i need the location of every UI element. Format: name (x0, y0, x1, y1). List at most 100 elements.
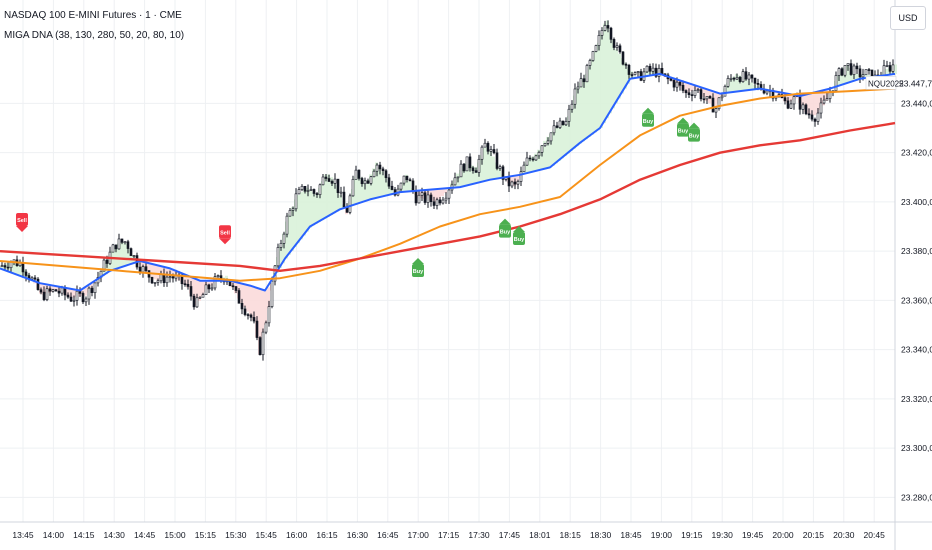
candle (123, 241, 127, 245)
candle (381, 166, 385, 176)
currency-button[interactable]: USD (890, 6, 926, 30)
candle-body (321, 176, 325, 186)
candle (582, 74, 586, 88)
candle-body (693, 90, 697, 96)
candle-body (423, 192, 427, 203)
candle (510, 180, 514, 189)
cloud-segment (576, 87, 579, 147)
cloud-segment (357, 174, 360, 204)
candle (279, 239, 283, 251)
candle (864, 69, 868, 76)
candle (852, 63, 856, 79)
candle-body (255, 320, 259, 338)
candle-body (738, 77, 742, 82)
candle-body (633, 72, 637, 75)
cloud-segment (246, 284, 249, 312)
cloud-segment (120, 242, 123, 268)
candle-body (537, 152, 541, 157)
candle-body (39, 289, 43, 293)
cloud-segment (66, 287, 69, 296)
candle (513, 178, 517, 190)
candle (369, 175, 373, 186)
candle (804, 103, 808, 116)
candle (744, 67, 748, 81)
candle-body (75, 290, 79, 301)
symbol-label-box (865, 76, 897, 90)
candle-body (564, 121, 568, 126)
cloud-segment (468, 163, 471, 186)
candle (678, 81, 682, 91)
time-tick-label: 18:30 (590, 530, 612, 540)
signal-label: Sell (220, 230, 230, 236)
candle (150, 276, 154, 285)
candle (186, 279, 190, 290)
candle (639, 68, 643, 82)
cloud-segment (354, 176, 357, 205)
cloud-segment (279, 245, 282, 269)
cloud-segment (528, 159, 531, 173)
candle (315, 192, 319, 198)
cloud-segment (750, 82, 753, 90)
candle-body (813, 118, 817, 122)
cloud-segment (687, 82, 690, 93)
candle-body (144, 266, 148, 271)
candle-body (153, 282, 157, 284)
candle (792, 93, 796, 110)
candle-body (636, 71, 640, 74)
candle (633, 71, 637, 76)
candle (6, 261, 10, 272)
candle-body (207, 284, 211, 290)
candle (891, 59, 895, 75)
candle (726, 75, 730, 88)
candle-body (414, 190, 418, 204)
cloud-segment (540, 145, 543, 170)
candle (15, 255, 19, 267)
candle (378, 161, 382, 175)
candle (42, 286, 46, 302)
cloud-segment (495, 162, 498, 179)
candle-body (57, 290, 61, 294)
candle-body (465, 156, 469, 172)
candle (849, 59, 853, 76)
candle (390, 180, 394, 191)
symbol-title[interactable]: NASDAQ 100 E-MINI Futures · 1 · CME (4, 10, 182, 21)
candle (39, 287, 43, 295)
indicator-title[interactable]: MIGA DNA (38, 130, 280, 50, 20, 80, 10) (4, 30, 185, 41)
candle-body (861, 74, 865, 78)
candle (249, 313, 253, 322)
cloud-segment (294, 199, 297, 248)
candle (522, 161, 526, 173)
candle (651, 63, 655, 76)
cloud-segment (198, 279, 201, 301)
candle-body (576, 86, 580, 90)
candle (645, 65, 649, 74)
candle (597, 30, 601, 51)
candle (255, 316, 259, 341)
candle (327, 174, 331, 183)
candle (585, 63, 589, 83)
candle (234, 285, 238, 294)
candle-body (240, 303, 244, 310)
candle-body (591, 51, 595, 61)
candle (534, 154, 538, 161)
candle (444, 192, 448, 204)
cloud-segment (594, 51, 597, 133)
cloud-segment (303, 189, 306, 236)
candle-body (444, 197, 448, 201)
cloud-segment (375, 162, 378, 199)
cloud-segment (567, 116, 570, 154)
candle-body (855, 65, 859, 70)
cloud-segment (570, 105, 573, 152)
candle-body (891, 64, 895, 72)
candle-body (660, 68, 664, 74)
cloud-segment (363, 180, 366, 202)
candle-body (567, 108, 571, 122)
candle (801, 102, 805, 115)
candle (252, 311, 256, 324)
candle-body (291, 208, 295, 211)
current-price-label: 23.447,75 (899, 78, 932, 88)
cloud-segment (192, 277, 195, 300)
candle-body (807, 113, 811, 116)
